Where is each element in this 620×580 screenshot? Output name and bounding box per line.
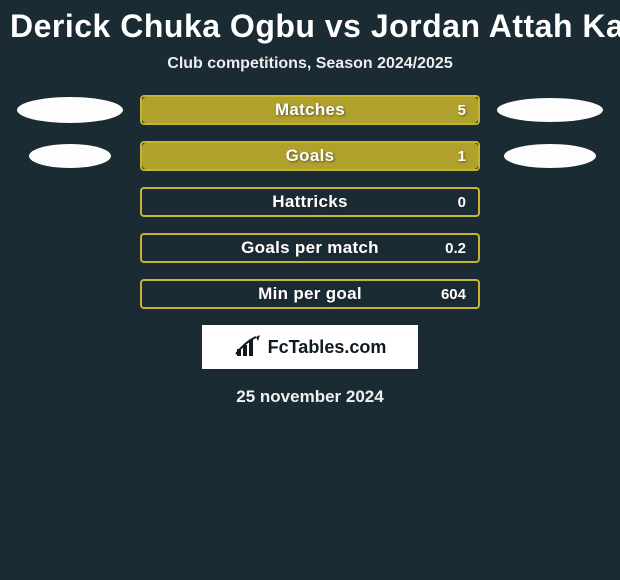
subtitle: Club competitions, Season 2024/2025 xyxy=(0,55,620,73)
brand-box: FcTables.com xyxy=(202,325,418,369)
right-side xyxy=(480,98,620,122)
stat-value: 0 xyxy=(458,194,466,211)
stat-bar: Min per goal 604 xyxy=(140,279,480,309)
date-label: 25 november 2024 xyxy=(0,387,620,407)
stat-value: 604 xyxy=(441,286,466,303)
stat-label: Goals per match xyxy=(142,238,478,258)
stat-label: Hattricks xyxy=(142,192,478,212)
stat-row: Min per goal 604 xyxy=(0,279,620,309)
right-side xyxy=(480,144,620,168)
stat-bar: Goals per match 0.2 xyxy=(140,233,480,263)
team-badge-right xyxy=(497,98,603,122)
left-side xyxy=(0,144,140,168)
stat-value: 1 xyxy=(458,148,466,165)
team-badge-left xyxy=(29,144,111,168)
stat-row: Hattricks 0 xyxy=(0,187,620,217)
stat-bar: Hattricks 0 xyxy=(140,187,480,217)
stats-rows: Matches 5 Goals 1 Hattricks 0 xyxy=(0,95,620,309)
team-badge-left xyxy=(17,97,123,123)
left-side xyxy=(0,97,140,123)
team-badge-right xyxy=(504,144,596,168)
brand-text: FcTables.com xyxy=(268,337,387,358)
stat-row: Goals 1 xyxy=(0,141,620,171)
stat-row: Matches 5 xyxy=(0,95,620,125)
stat-bar: Matches 5 xyxy=(140,95,480,125)
stat-value: 5 xyxy=(458,102,466,119)
stat-row: Goals per match 0.2 xyxy=(0,233,620,263)
page-title: Derick Chuka Ogbu vs Jordan Attah Kadiri xyxy=(0,0,620,49)
stat-bar: Goals 1 xyxy=(140,141,480,171)
stat-value: 0.2 xyxy=(445,240,466,257)
stat-label: Goals xyxy=(142,146,478,166)
bar-chart-icon xyxy=(234,335,262,359)
stat-label: Matches xyxy=(142,100,478,120)
stat-label: Min per goal xyxy=(142,284,478,304)
